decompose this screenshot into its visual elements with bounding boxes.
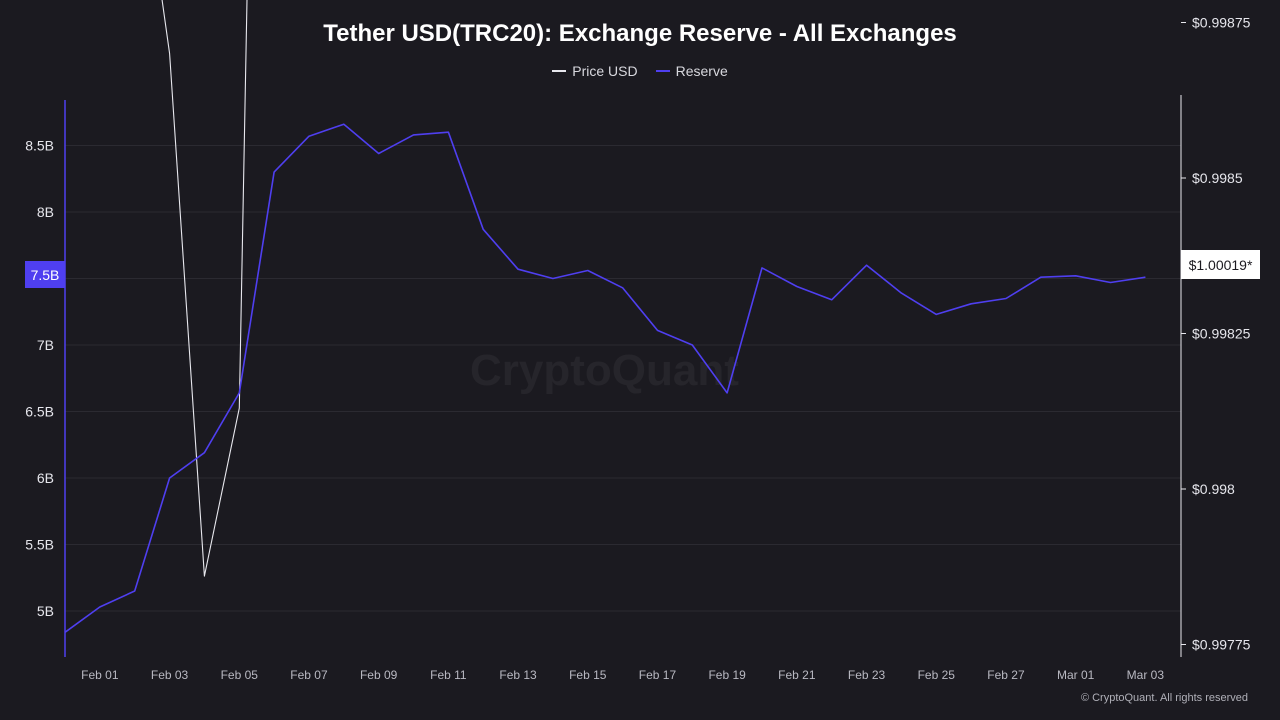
legend-label-reserve: Reserve bbox=[675, 63, 728, 79]
right-tick-label: $0.99775 bbox=[1192, 637, 1251, 653]
x-tick-label: Feb 19 bbox=[708, 668, 746, 682]
right-tick-label: $0.99875 bbox=[1192, 15, 1251, 31]
x-tick-label: Feb 25 bbox=[918, 668, 956, 682]
reserve-swatch bbox=[655, 70, 670, 72]
price-swatch bbox=[552, 70, 567, 72]
x-tick-label: Feb 01 bbox=[81, 668, 119, 682]
price-series-line bbox=[161, 0, 248, 577]
x-tick-label: Feb 21 bbox=[778, 668, 816, 682]
x-tick-label: Feb 23 bbox=[848, 668, 886, 682]
x-tick-label: Mar 01 bbox=[1057, 668, 1095, 682]
series-layer bbox=[64, 0, 1146, 633]
right-tick-label: $0.998 bbox=[1192, 481, 1235, 497]
x-tick-label: Feb 15 bbox=[569, 668, 607, 682]
left-tick-label: 6B bbox=[37, 470, 54, 486]
left-tick-label: 5B bbox=[37, 603, 54, 619]
legend: Price USD Reserve bbox=[0, 63, 1280, 79]
right-tick-label: $0.9985 bbox=[1192, 170, 1243, 186]
left-tick-label: 5.5B bbox=[25, 537, 54, 553]
legend-label-price: Price USD bbox=[572, 63, 638, 79]
left-tick-label: 7B bbox=[37, 337, 54, 353]
chart-title: Tether USD(TRC20): Exchange Reserve - Al… bbox=[323, 20, 957, 47]
grid-layer bbox=[65, 145, 1181, 612]
watermark: CryptoQuant bbox=[470, 346, 739, 395]
legend-item-reserve[interactable]: Reserve bbox=[655, 63, 728, 79]
x-tick-label: Feb 27 bbox=[987, 668, 1025, 682]
left-tick-label: 6.5B bbox=[25, 404, 54, 420]
x-tick-label: Feb 03 bbox=[151, 668, 189, 682]
x-tick-label: Feb 11 bbox=[430, 668, 467, 682]
right-axis-ticks: $0.99775$0.998$0.99825$0.9985$0.99875$0.… bbox=[1181, 15, 1251, 653]
x-tick-label: Feb 05 bbox=[221, 668, 259, 682]
left-tick-label: 8.5B bbox=[25, 138, 54, 154]
left-tick-label: 8B bbox=[37, 204, 54, 220]
legend-item-price[interactable]: Price USD bbox=[552, 63, 638, 79]
reserve-value-badge: 7.5B bbox=[25, 261, 65, 288]
x-tick-label: Feb 09 bbox=[360, 668, 398, 682]
right-tick-label: $0.99825 bbox=[1192, 326, 1251, 342]
x-axis-ticks: Feb 01 Feb 03 Feb 05 Feb 07 Feb 09 Feb 11 Feb … bbox=[81, 668, 1164, 682]
x-tick-label: Feb 17 bbox=[639, 668, 677, 682]
copyright-text: © CryptoQuant. All rights reserved bbox=[1080, 692, 1248, 704]
x-tick-label: Feb 13 bbox=[499, 668, 537, 682]
x-tick-label: Feb 07 bbox=[290, 668, 328, 682]
reserve-series-line bbox=[64, 123, 1146, 633]
x-tick-label: Mar 03 bbox=[1127, 668, 1165, 682]
current-price-badge: $1.00019* bbox=[1181, 250, 1260, 279]
